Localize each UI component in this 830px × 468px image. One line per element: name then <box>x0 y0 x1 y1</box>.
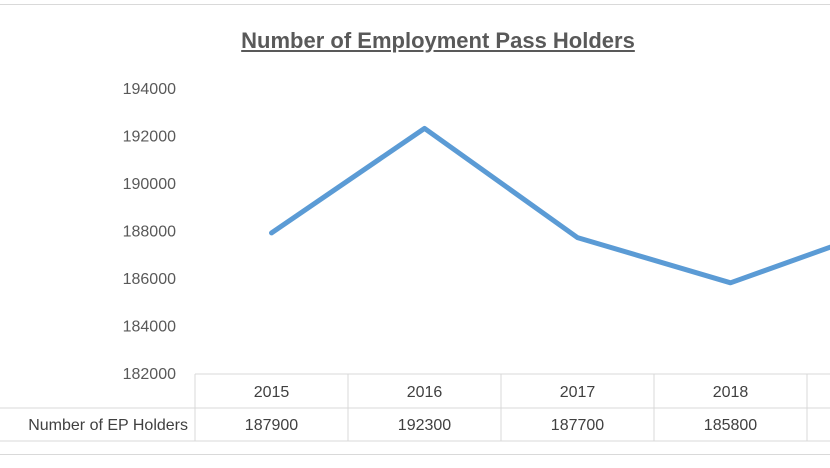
chart-frame-bottom <box>0 454 830 455</box>
x-category-label: 2015 <box>254 384 290 401</box>
y-tick-label: 182000 <box>123 366 176 383</box>
data-table-value: 187700 <box>551 417 604 434</box>
series-name-label: Number of EP Holders <box>28 417 188 434</box>
y-tick-label: 192000 <box>123 129 176 146</box>
x-category-label: 2018 <box>713 384 749 401</box>
y-tick-label: 184000 <box>123 319 176 336</box>
x-category-label: 2017 <box>560 384 596 401</box>
data-table-value: 185800 <box>704 417 757 434</box>
chart-frame-top <box>0 4 830 5</box>
x-category-label: 2016 <box>407 384 443 401</box>
y-tick-label: 194000 <box>123 81 176 98</box>
chart-title: Number of Employment Pass Holders <box>241 28 635 53</box>
y-tick-label: 188000 <box>123 224 176 241</box>
y-tick-label: 190000 <box>123 176 176 193</box>
series-line <box>269 125 830 286</box>
data-table-value: 187900 <box>245 417 298 434</box>
data-table-value: 192300 <box>398 417 451 434</box>
y-tick-label: 186000 <box>123 271 176 288</box>
